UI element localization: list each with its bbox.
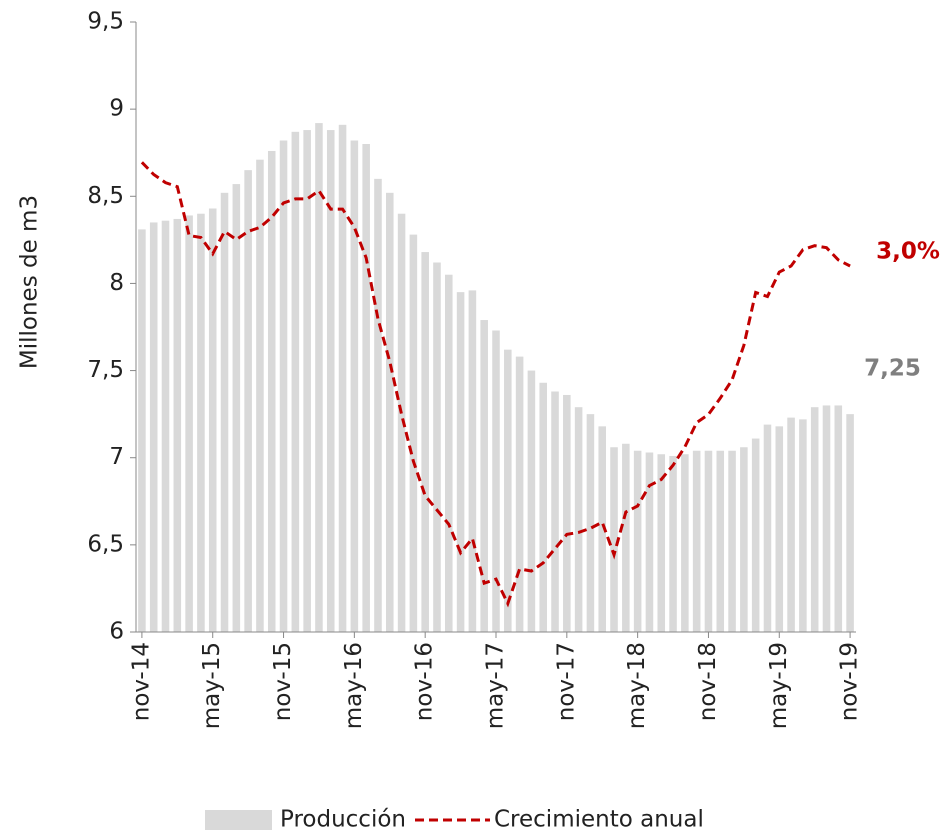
bar [787, 417, 795, 632]
bar [279, 140, 288, 632]
bar [208, 208, 217, 632]
bar [846, 414, 854, 632]
bar [633, 450, 642, 632]
x-tick-label: nov-16 [412, 642, 438, 721]
bar [728, 450, 736, 632]
bar [149, 222, 158, 632]
bar [527, 370, 536, 632]
bar [421, 252, 429, 633]
x-tick-label: may-16 [341, 642, 367, 729]
bar [256, 159, 264, 632]
bar [551, 391, 559, 632]
bar [716, 450, 725, 632]
bar [810, 407, 819, 632]
bar [220, 192, 229, 633]
bar [539, 382, 547, 632]
bar [751, 438, 760, 632]
bar [622, 443, 630, 632]
bar [775, 426, 784, 632]
bar [397, 213, 406, 632]
line [140, 161, 851, 608]
bar [291, 131, 300, 633]
legend-label: Producción [280, 807, 406, 833]
bar [267, 150, 276, 632]
bar [763, 424, 772, 632]
y-tick-label: 6,5 [87, 531, 124, 557]
x-tick-label: nov-17 [553, 642, 579, 721]
bar [504, 349, 512, 632]
y-tick-label: 6 [109, 619, 124, 645]
x-tick-label: nov-15 [270, 642, 296, 721]
bar [492, 330, 500, 632]
bar [515, 356, 524, 632]
bar [374, 178, 382, 632]
x-tick-label: may-17 [483, 642, 509, 729]
legend-swatch [205, 810, 272, 830]
bar [598, 426, 607, 632]
bar [456, 292, 465, 632]
bar [480, 320, 488, 632]
legend-label: Crecimiento anual [494, 807, 704, 833]
x-tick-label: may-18 [624, 642, 650, 729]
x-tick-label: may-19 [766, 642, 792, 729]
y-tick-label: 9 [109, 96, 124, 122]
bar [338, 124, 347, 632]
bar [303, 130, 311, 633]
bar [445, 274, 453, 632]
bar [799, 419, 807, 632]
bar [315, 123, 323, 632]
bar [173, 218, 182, 632]
bar [350, 140, 359, 632]
bar [657, 454, 666, 632]
bar [586, 414, 595, 632]
bar [362, 144, 370, 632]
y-tick-label: 8 [109, 270, 124, 296]
bar [563, 394, 571, 632]
bar [574, 407, 583, 632]
bar [669, 455, 677, 632]
bar [138, 229, 146, 632]
bar [610, 447, 618, 632]
y-axis-label: Millones de m3 [17, 195, 43, 369]
x-tick-label: nov-14 [128, 642, 154, 721]
y-tick-label: 7 [109, 444, 124, 470]
bar-value-label: 7,25 [864, 356, 921, 382]
bar [692, 450, 701, 632]
bar [704, 450, 713, 632]
bar [244, 170, 252, 632]
x-tick-label: nov-18 [695, 642, 721, 721]
line-value-label: 3,0% [876, 239, 940, 265]
bar [161, 220, 170, 632]
bar [468, 290, 477, 632]
x-tick-label: nov-19 [837, 642, 863, 721]
y-tick-label: 9,5 [87, 9, 124, 35]
bar [326, 130, 335, 633]
bar [681, 454, 689, 632]
bar [834, 405, 843, 632]
bar [822, 405, 831, 632]
y-tick-label: 7,5 [87, 357, 124, 383]
bar [740, 447, 748, 632]
bar [197, 213, 205, 632]
bar [185, 215, 193, 632]
x-tick-label: may-15 [199, 642, 225, 729]
bar [645, 452, 654, 632]
bar [433, 262, 441, 632]
bar [409, 234, 418, 632]
bar [385, 192, 394, 633]
bar [232, 184, 241, 633]
y-tick-label: 8,5 [87, 183, 124, 209]
